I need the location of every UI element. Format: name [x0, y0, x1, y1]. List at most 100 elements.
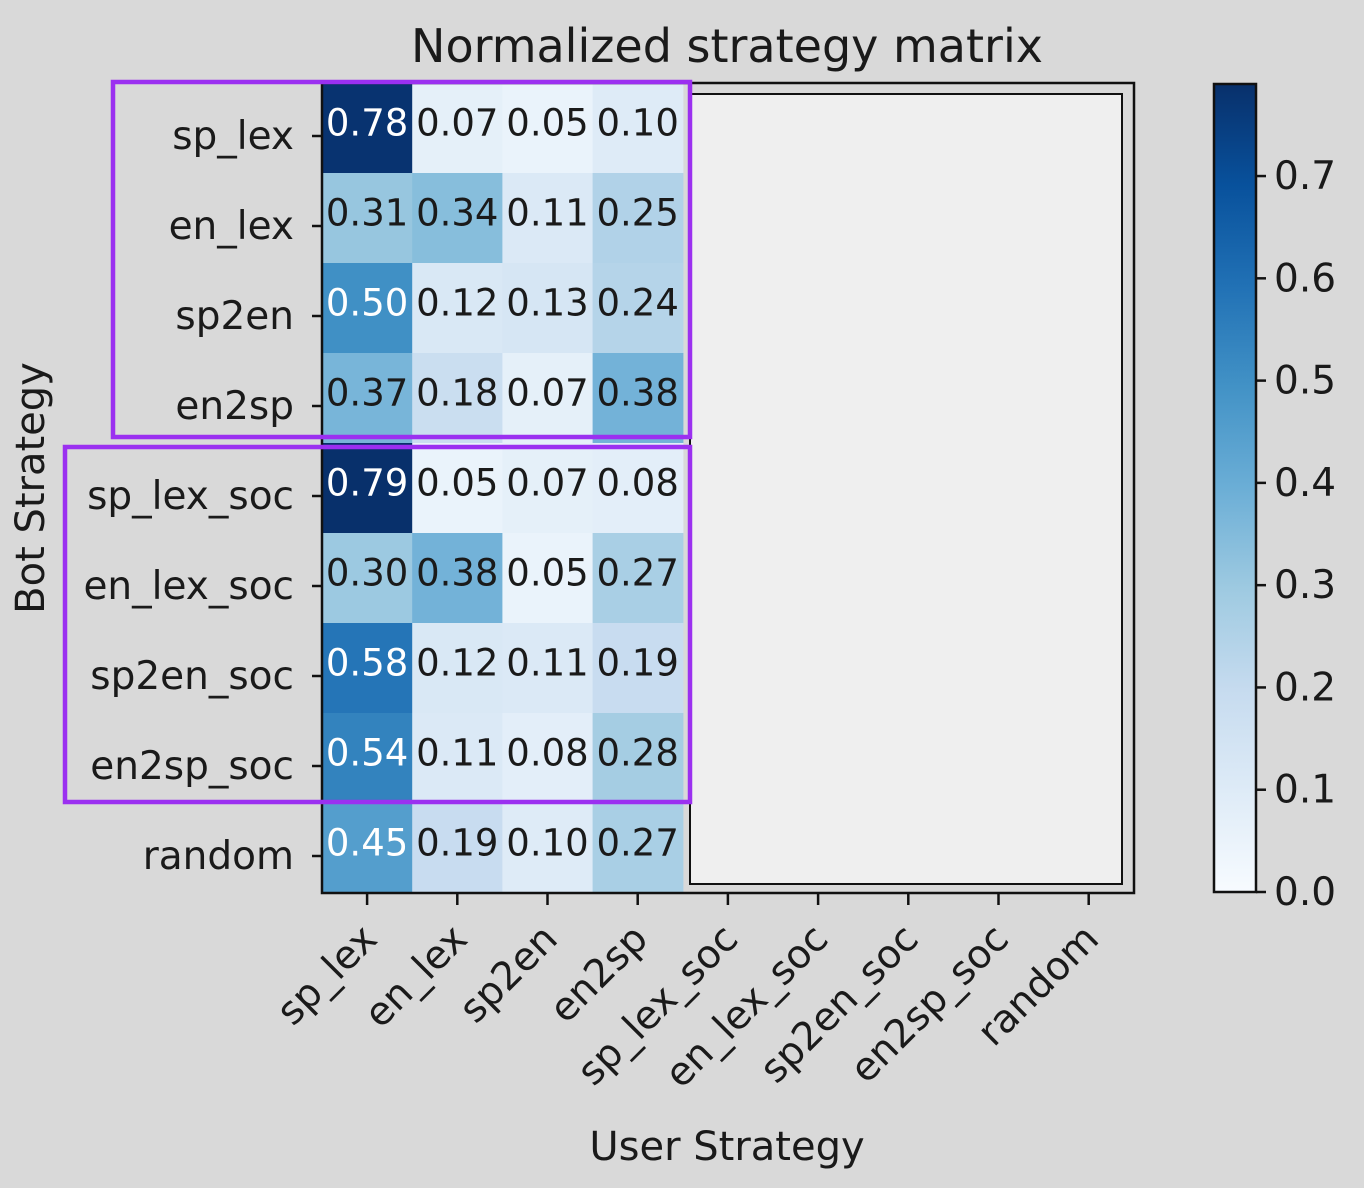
cell-value-label: 0.79: [326, 462, 408, 505]
y-tick-label: random: [143, 834, 294, 879]
heatmap-cell: [592, 443, 684, 534]
heatmap-cell: [412, 173, 503, 264]
heatmap-cell: [412, 263, 503, 354]
y-tick-label: sp_lex_soc: [87, 474, 294, 519]
cell-value-label: 0.38: [416, 552, 498, 595]
heatmap-cell: [592, 803, 684, 894]
heatmap-cell: [502, 353, 594, 444]
occluding-panel: [689, 93, 1123, 885]
heatmap-cell: [322, 263, 413, 354]
y-tick-label: sp_lex: [172, 114, 294, 159]
cell-value-label: 0.50: [326, 282, 408, 325]
cell-value-label: 0.27: [597, 552, 679, 595]
heatmap-cell: [412, 443, 503, 534]
x-axis-ticks: sp_lexen_lexsp2enen2spsp_lex_socen_lex_s…: [268, 893, 1108, 1097]
cell-value-label: 0.07: [506, 462, 588, 505]
y-axis-label: Bot Strategy: [8, 362, 54, 614]
cell-value-label: 0.25: [597, 192, 679, 235]
cell-value-label: 0.07: [506, 372, 588, 415]
cell-value-label: 0.12: [416, 642, 498, 685]
cell-value-label: 0.12: [416, 282, 498, 325]
cell-value-label: 0.30: [326, 552, 408, 595]
heatmap-cell: [502, 263, 594, 354]
heatmap-cell: [502, 623, 594, 714]
colorbar-tick-label: 0.7: [1274, 154, 1336, 199]
cell-value-label: 0.13: [506, 282, 588, 325]
heatmap-cell: [592, 173, 684, 264]
cell-value-label: 0.28: [597, 732, 679, 775]
cell-value-label: 0.37: [326, 372, 408, 415]
heatmap-cell: [412, 353, 503, 444]
colorbar: 0.0 0.1 0.2 0.3 0.4 0.5 0.6 0.7: [1212, 82, 1336, 915]
y-tick-label: en_lex: [169, 204, 294, 249]
highlight-box: [62, 444, 693, 805]
heatmap-cell: [592, 533, 684, 624]
heatmap-cell: [502, 443, 594, 534]
heatmap-cell: [412, 533, 503, 624]
cell-value-label: 0.11: [506, 642, 588, 685]
x-axis-label: User Strategy: [589, 1124, 864, 1170]
colorbar-tick-label: 0.1: [1274, 768, 1336, 813]
cell-value-label: 0.10: [506, 822, 588, 865]
y-tick-label: en2sp: [175, 384, 294, 429]
cell-value-label: 0.19: [597, 642, 679, 685]
chart-title: Normalized strategy matrix: [411, 19, 1043, 73]
y-tick-label: sp2en: [175, 294, 294, 339]
heatmap-cell: [502, 713, 594, 804]
colorbar-tick-label: 0.5: [1274, 359, 1336, 404]
heatmap-cell: [322, 803, 413, 894]
heatmap-cell: [322, 173, 413, 264]
heatmap-cell: [502, 83, 594, 174]
colorbar-tick-label: 0.4: [1274, 461, 1336, 506]
y-tick-label: sp2en_soc: [90, 654, 294, 699]
x-tick-label: en_lex: [356, 916, 477, 1037]
cell-value-label: 0.38: [597, 372, 679, 415]
y-axis-ticks: sp_lex en_lex sp2en en2sp sp_lex_soc en_lex_s…: [83, 114, 322, 879]
cell-value-label: 0.05: [506, 102, 588, 145]
heatmap-cell: [592, 263, 684, 354]
colorbar-tick-label: 0.3: [1274, 563, 1336, 608]
highlight-box: [110, 79, 693, 440]
heatmap-cell: [412, 83, 503, 174]
cell-value-label: 0.05: [416, 462, 498, 505]
colorbar-gradient: [1212, 82, 1258, 894]
heatmap-cell: [322, 353, 413, 444]
heatmap-cell: [412, 713, 503, 804]
highlight-boxes: [62, 79, 693, 805]
heatmap-cell: [322, 713, 413, 804]
heatmap-cell: [502, 173, 594, 264]
heatmap-cell: [322, 443, 413, 534]
cell-value-label: 0.24: [597, 282, 679, 325]
cell-value-label: 0.58: [326, 642, 408, 685]
heatmap-cell: [592, 83, 684, 174]
cell-value-label: 0.31: [326, 192, 408, 235]
x-tick-label: sp2en: [451, 916, 567, 1032]
cell-value-labels: 0.78 0.07 0.05 0.100.31 0.34 0.11 0.250.50 0.12…: [326, 102, 679, 865]
cell-value-label: 0.45: [326, 822, 408, 865]
cell-value-label: 0.11: [416, 732, 498, 775]
heatmap-cell: [322, 623, 413, 714]
heatmap-cell: [412, 803, 503, 894]
heatmap-cell: [592, 713, 684, 804]
cell-value-label: 0.08: [597, 462, 679, 505]
colorbar-tick-label: 0.2: [1274, 665, 1336, 710]
cell-value-label: 0.08: [506, 732, 588, 775]
heatmap-cell: [322, 83, 413, 174]
colorbar-tick-label: 0.6: [1274, 256, 1336, 301]
colorbar-ticks: 0.0 0.1 0.2 0.3 0.4 0.5 0.6 0.7: [1256, 154, 1336, 915]
cell-value-label: 0.07: [416, 102, 498, 145]
heatmap-cell: [502, 533, 594, 624]
cell-value-label: 0.54: [326, 732, 408, 775]
cell-value-label: 0.10: [597, 102, 679, 145]
cell-value-label: 0.18: [416, 372, 498, 415]
cell-value-label: 0.19: [416, 822, 498, 865]
heatmap-cell: [322, 533, 413, 624]
y-tick-label: en2sp_soc: [90, 744, 294, 789]
cell-value-label: 0.27: [597, 822, 679, 865]
y-tick-label: en_lex_soc: [83, 564, 294, 609]
heatmap-cells: [322, 83, 684, 894]
heatmap-cell: [592, 353, 684, 444]
cell-value-label: 0.11: [506, 192, 588, 235]
cell-value-label: 0.05: [506, 552, 588, 595]
